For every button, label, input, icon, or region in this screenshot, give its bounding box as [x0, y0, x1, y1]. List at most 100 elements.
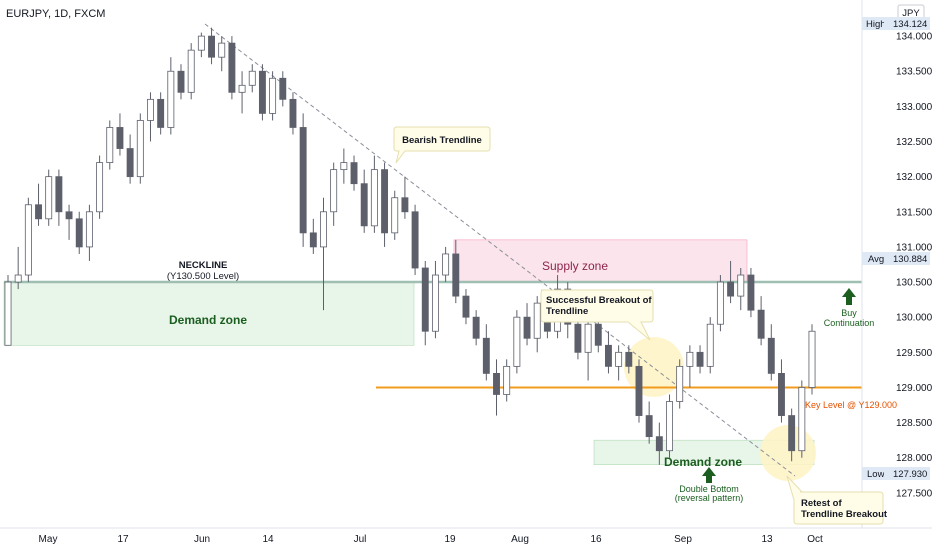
y-tick-label: 132.000 [896, 172, 932, 183]
candle-body [370, 169, 378, 227]
candle-body [4, 281, 12, 346]
candle-body [350, 162, 358, 185]
candle-body [116, 127, 124, 149]
candle-body [635, 365, 643, 416]
candle-body [24, 204, 32, 276]
avg-value-badge [884, 252, 930, 265]
candle-body [106, 127, 114, 163]
candle-body [655, 436, 663, 452]
candle-body [197, 35, 205, 51]
candle-body [75, 218, 83, 248]
avg-badge [862, 252, 884, 265]
high-value: 134.124 [893, 19, 927, 30]
candle-body [320, 211, 327, 248]
y-tick-label: 128.000 [896, 453, 932, 464]
high-badge [862, 17, 884, 30]
candle-body [625, 351, 633, 367]
currency-label: JPY [902, 8, 920, 19]
retest-label-line1: Retest of [801, 498, 842, 509]
candle-body [788, 415, 796, 452]
bearish-trendline-callout [393, 126, 491, 164]
y-tick-label: 130.500 [896, 278, 932, 289]
x-tick-label: Jun [194, 534, 210, 545]
avg-label: Avg [868, 254, 884, 265]
y-tick-label: 134.000 [896, 32, 932, 43]
buy-label-line1: Buy [841, 308, 857, 318]
candle-body [218, 42, 226, 58]
candle-body [442, 253, 450, 276]
y-tick-label: 133.500 [896, 67, 932, 78]
candle-body [676, 365, 684, 402]
x-tick-label: 17 [117, 534, 129, 545]
candle-body [452, 253, 460, 297]
symbol-title: EURJPY, 1D, FXCM [6, 8, 105, 20]
candle-body [696, 351, 704, 367]
candle-body [258, 70, 266, 114]
candle-body [767, 337, 775, 374]
high-value-badge [884, 17, 930, 30]
demand-zone-left [3, 281, 415, 346]
candle-body [360, 183, 368, 227]
candle-body [309, 232, 317, 248]
candle-body [65, 211, 73, 220]
buy-label-line2: Continuation [824, 318, 875, 328]
double-bottom-label-line1: Double Bottom [679, 484, 739, 494]
x-tick-label: 13 [761, 534, 773, 545]
x-tick-label: 19 [444, 534, 456, 545]
candle-body [269, 77, 277, 114]
candle-body [747, 274, 755, 311]
x-tick-label: Jul [354, 534, 367, 545]
avg-value: 130.884 [893, 254, 927, 265]
candle-body [208, 35, 215, 58]
demand-zone-right-label: Demand zone [664, 455, 742, 469]
candle-body [503, 365, 511, 395]
x-tick-label: Aug [511, 534, 529, 545]
candle-body [147, 98, 154, 121]
key-level-label: Key Level @ Y129.000 [805, 400, 897, 410]
bearish-trendline-label: Bearish Trendline [402, 135, 482, 146]
low-value: 127.930 [893, 469, 927, 480]
retest-callout [786, 475, 884, 525]
y-tick-label: 131.000 [896, 242, 932, 253]
retest-highlight-circle [760, 425, 816, 481]
candle-body [594, 323, 602, 346]
candle-body [716, 281, 724, 325]
candle-body [605, 344, 612, 367]
candle-body [778, 373, 785, 416]
candle-body [645, 415, 653, 438]
candle-body [299, 127, 307, 234]
y-tick-label: 129.500 [896, 348, 932, 359]
candle-body [737, 274, 745, 297]
candle-body [686, 351, 694, 367]
x-tick-label: May [39, 534, 58, 545]
candle-body [584, 323, 592, 353]
candle-body [462, 295, 470, 318]
breakout-label-line2: Trendline [546, 306, 588, 317]
candle-body [96, 162, 104, 213]
supply-zone [453, 239, 748, 283]
candle-body [157, 98, 165, 128]
candle-body [574, 323, 582, 353]
candle-body [340, 162, 348, 171]
candle-body [330, 169, 338, 213]
candle-body [85, 211, 93, 248]
candle-body [248, 70, 256, 86]
candle-body [411, 211, 419, 269]
low-label: Low [867, 469, 885, 480]
candle-body [35, 204, 42, 220]
breakout-label-line1: Successful Breakout of [546, 295, 652, 306]
y-axis: 134.000 133.500 133.000 132.500 132.000 131.5… [896, 32, 932, 500]
candle-body [615, 351, 623, 367]
candle-body [533, 302, 541, 339]
low-badge [862, 467, 884, 480]
bearish-trendline [204, 23, 796, 477]
candle-body [126, 148, 134, 178]
low-value-badge [884, 467, 930, 480]
candle-body [482, 337, 490, 374]
y-tick-label: 133.000 [896, 102, 932, 113]
candle-body [523, 316, 531, 339]
candle-body [136, 120, 144, 178]
x-tick-label: 14 [262, 534, 274, 545]
candle-body [798, 387, 806, 452]
